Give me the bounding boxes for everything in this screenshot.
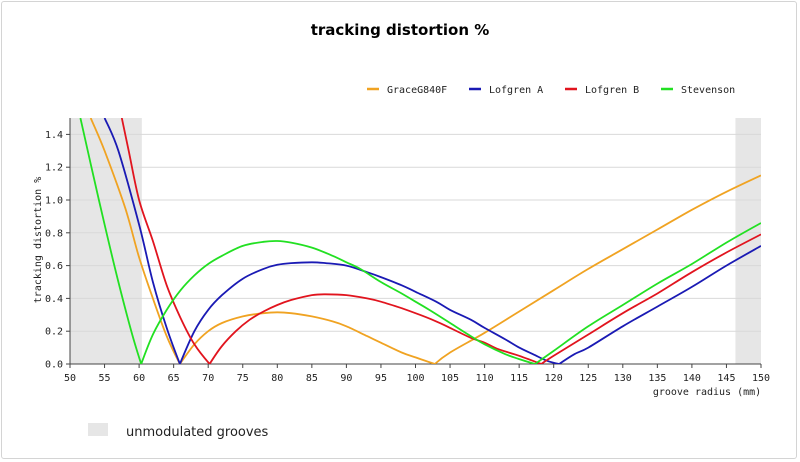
series-line-graceg840f bbox=[89, 118, 761, 364]
x-tick-label: 140 bbox=[683, 373, 701, 384]
x-tick-label: 90 bbox=[340, 373, 352, 384]
x-tick-label: 95 bbox=[375, 373, 387, 384]
y-tick-label: 0.0 bbox=[45, 360, 63, 371]
legend-label-lofgren-b: Lofgren B bbox=[585, 85, 639, 96]
y-tick-label: 1.4 bbox=[45, 130, 63, 141]
x-tick-label: 145 bbox=[717, 373, 735, 384]
unmodulated-legend-swatch bbox=[88, 423, 108, 436]
x-tick-label: 130 bbox=[614, 373, 632, 384]
y-tick-label: 0.6 bbox=[45, 261, 63, 272]
legend-label-lofgren-a: Lofgren A bbox=[489, 85, 543, 96]
series-line-stevenson bbox=[79, 118, 761, 364]
y-tick-label: 0.8 bbox=[45, 228, 63, 239]
x-tick-label: 80 bbox=[271, 373, 283, 384]
x-tick-label: 105 bbox=[441, 373, 459, 384]
x-tick-label: 125 bbox=[579, 373, 597, 384]
y-axis-label: tracking distortion % bbox=[33, 177, 44, 303]
x-tick-label: 50 bbox=[64, 373, 76, 384]
y-tick-label: 1.0 bbox=[45, 196, 63, 207]
x-tick-label: 60 bbox=[133, 373, 145, 384]
series-line-lofgren-a bbox=[103, 118, 761, 364]
x-axis-label: groove radius (mm) bbox=[653, 387, 761, 398]
x-tick-label: 65 bbox=[168, 373, 180, 384]
y-tick-label: 1.2 bbox=[45, 163, 63, 174]
legend-label-graceg840f: GraceG840F bbox=[387, 85, 447, 96]
x-tick-label: 85 bbox=[306, 373, 318, 384]
y-tick-label: 0.2 bbox=[45, 327, 63, 338]
x-tick-label: 75 bbox=[237, 373, 249, 384]
series-line-lofgren-b bbox=[120, 118, 761, 364]
legend-label-stevenson: Stevenson bbox=[681, 85, 735, 96]
x-tick-label: 70 bbox=[202, 373, 214, 384]
x-tick-label: 115 bbox=[510, 373, 528, 384]
chart-title: tracking distortion % bbox=[311, 21, 490, 39]
x-tick-label: 150 bbox=[752, 373, 770, 384]
x-tick-label: 120 bbox=[545, 373, 563, 384]
x-tick-label: 55 bbox=[99, 373, 111, 384]
unmodulated-legend-label: unmodulated grooves bbox=[126, 425, 269, 440]
x-tick-label: 100 bbox=[406, 373, 424, 384]
x-tick-label: 110 bbox=[476, 373, 494, 384]
y-tick-label: 0.4 bbox=[45, 294, 63, 305]
x-tick-label: 135 bbox=[648, 373, 666, 384]
